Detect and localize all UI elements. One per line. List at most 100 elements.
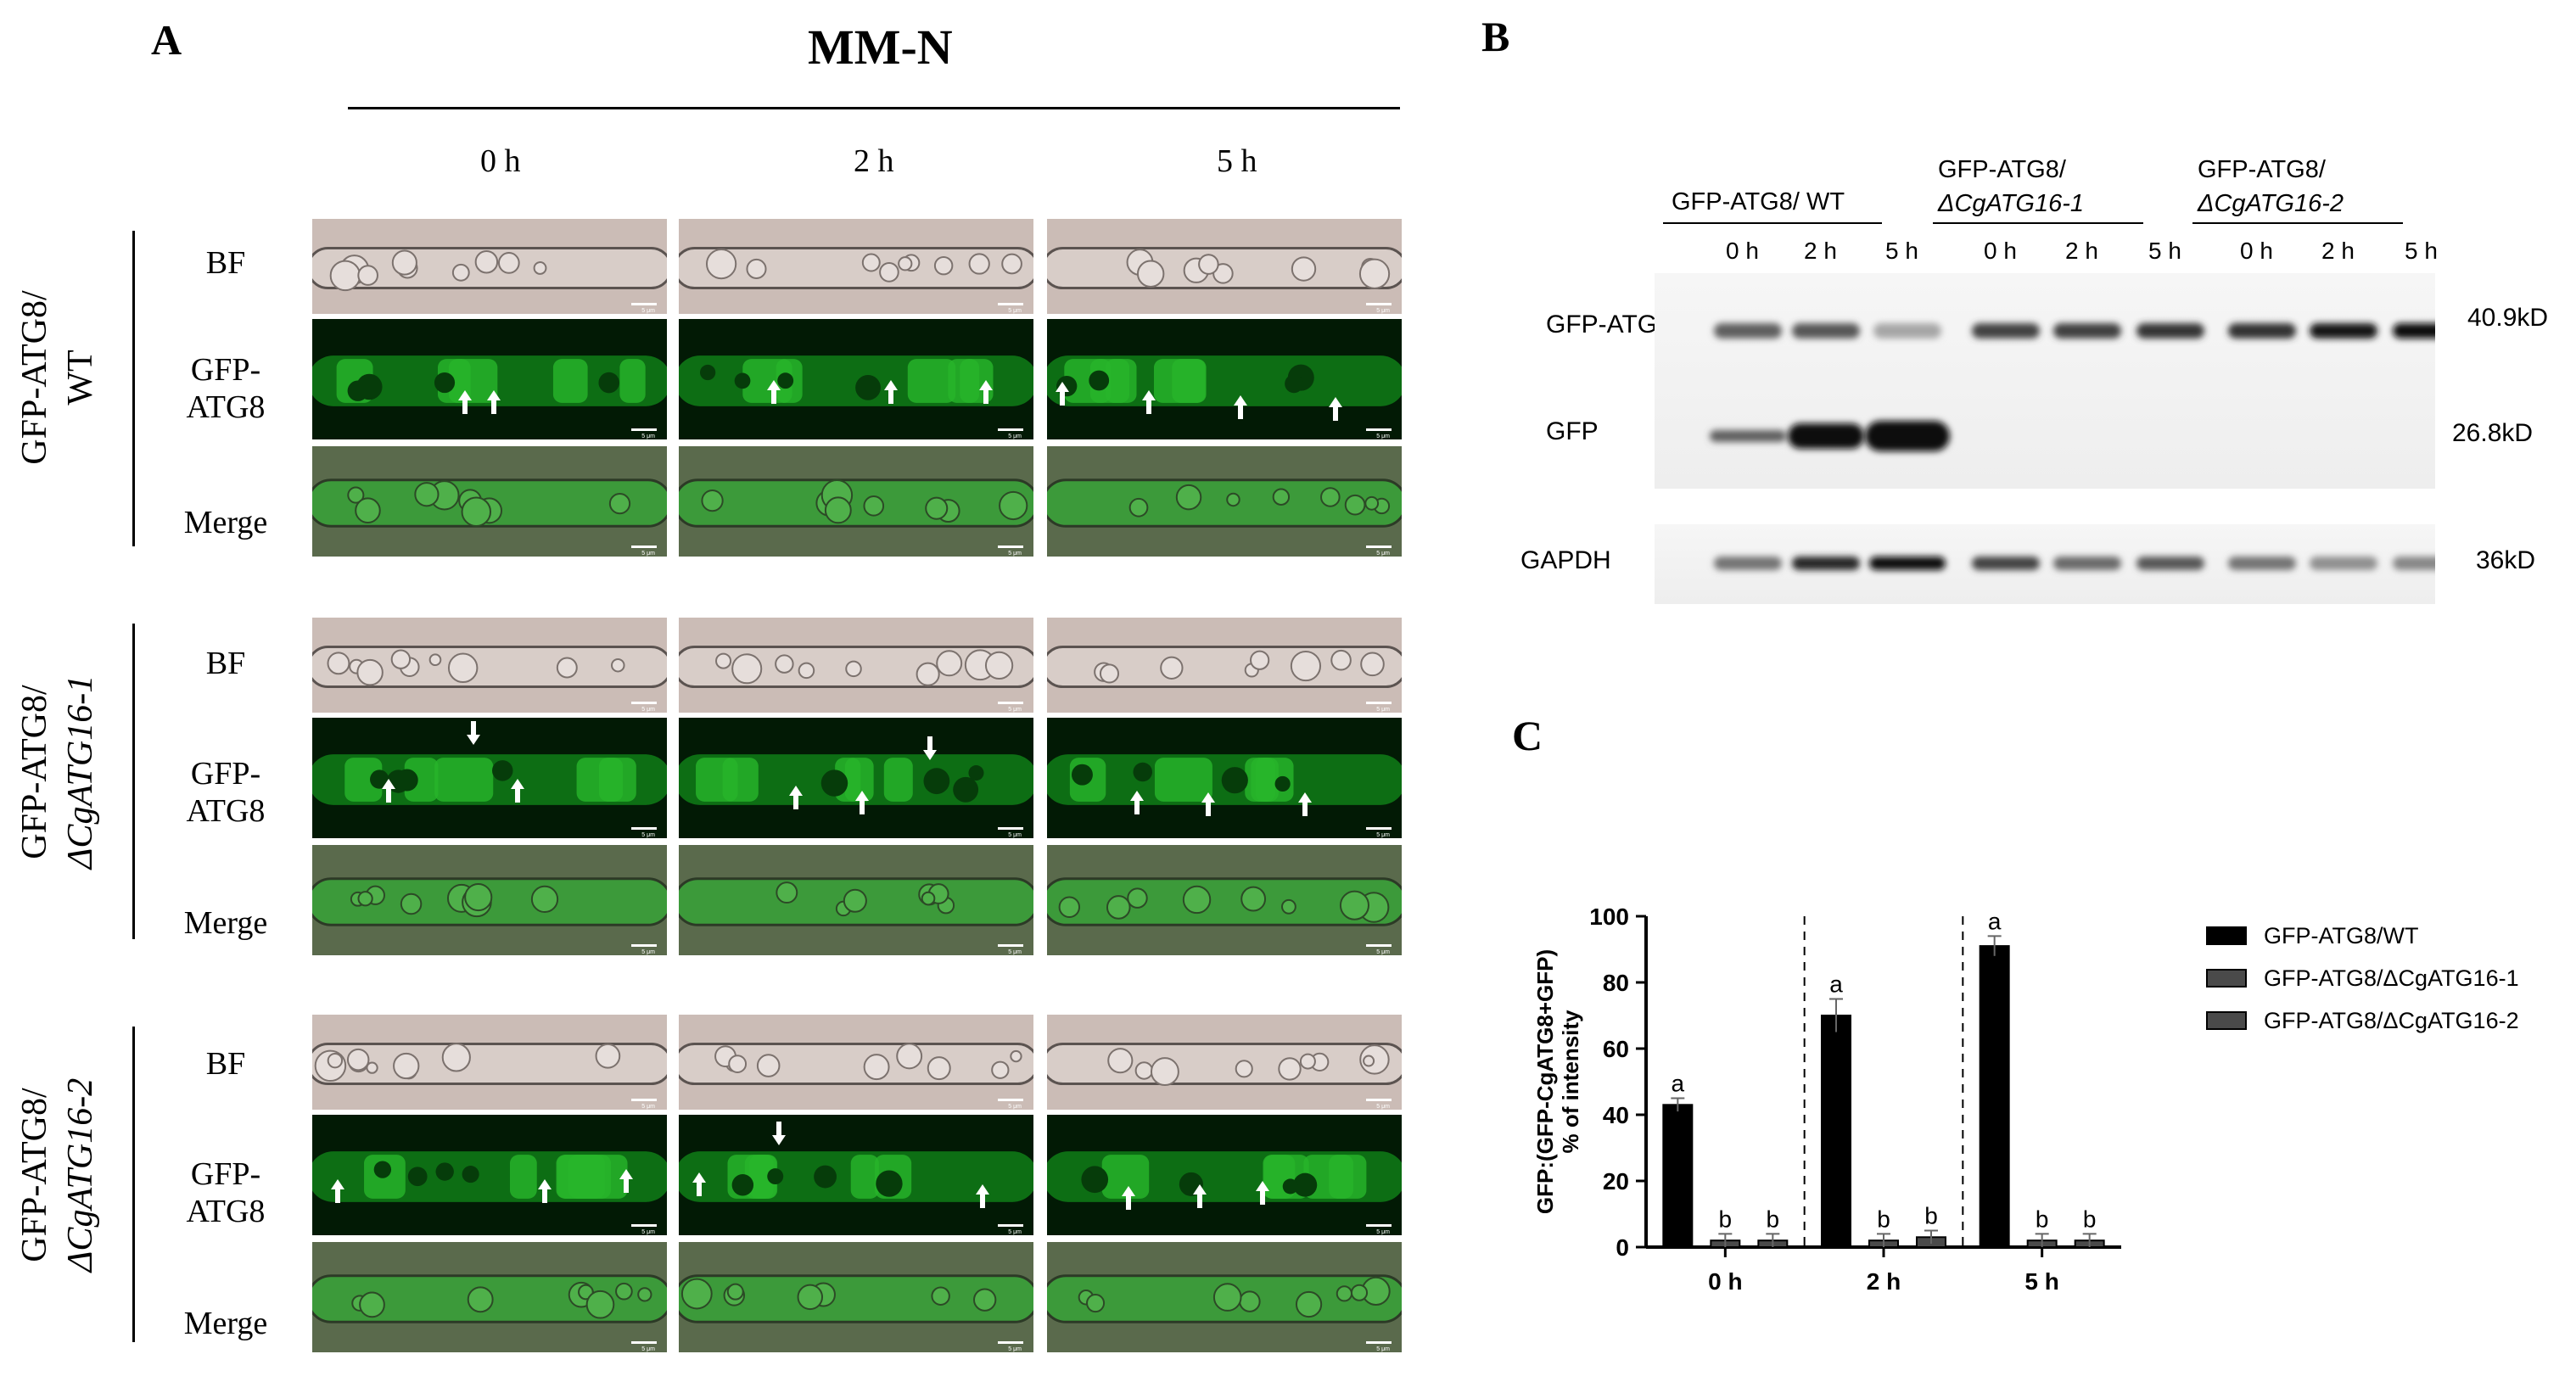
wb-lane-time: 5 h	[1885, 238, 1918, 264]
micrograph-gfp-tile: 5 μm	[679, 718, 1033, 838]
scale-bar	[631, 303, 657, 305]
arrow-up-icon	[382, 779, 395, 803]
arrow-up-icon	[1142, 390, 1156, 414]
group-label-atg16-2: GFP-ATG8/ΔCgATG16-2	[15, 1077, 100, 1273]
arrow-up-icon	[1130, 791, 1144, 814]
scale-bar	[998, 546, 1023, 548]
scale-bar-label: 5 μm	[1376, 949, 1390, 955]
legend-label: GFP-ATG8/ΔCgATG16-1	[2264, 965, 2519, 991]
row-label-bf: BF	[205, 646, 246, 681]
western-blot-image	[1655, 273, 2435, 604]
scale-bar	[1366, 546, 1392, 548]
scale-bar-label: 5 μm	[1008, 1229, 1022, 1235]
panel-a-letter: A	[151, 16, 182, 64]
legend-item: GFP-ATG8/ΔCgATG16-2	[2206, 999, 2519, 1042]
scale-bar	[631, 546, 657, 548]
wb-size-gapdh: 36kD	[2476, 546, 2536, 574]
scale-bar-label: 5 μm	[1376, 308, 1390, 314]
y-tick-label: 80	[1603, 970, 1629, 996]
scale-bar	[998, 303, 1023, 305]
significance-letter: a	[1988, 908, 2002, 934]
micrograph-merge-tile: 5 μm	[312, 1242, 667, 1352]
arrow-down-icon	[467, 721, 480, 745]
chart-root: 0 20 40 60 80 100 GFP:(GFP-CgATG8+GFP)% of int…	[1532, 904, 2121, 1295]
wb-size-gfp-atg8: 40.9kD	[2467, 304, 2549, 332]
scale-bar-label: 5 μm	[641, 551, 655, 557]
micrograph-gfp-tile: 5 μm	[679, 319, 1033, 439]
scale-bar	[1366, 702, 1392, 704]
legend-label: GFP-ATG8/WT	[2264, 922, 2419, 948]
micrograph-gfp-tile: 5 μm	[312, 718, 667, 838]
scale-bar	[631, 944, 657, 947]
micrograph-merge-tile: 5 μm	[312, 845, 667, 955]
significance-letter: b	[1767, 1206, 1780, 1232]
arrow-up-icon	[1329, 397, 1342, 421]
legend-swatch	[2206, 1011, 2247, 1030]
x-tick-label: 0 h	[1708, 1268, 1742, 1295]
bar	[1821, 1015, 1851, 1248]
time-label-0h: 0 h	[480, 143, 521, 179]
arrow-down-icon	[772, 1122, 786, 1145]
wb-lane-time: 0 h	[1726, 238, 1759, 264]
arrow-up-icon	[331, 1179, 344, 1203]
bar	[1662, 1104, 1694, 1248]
scale-bar-label: 5 μm	[1376, 1104, 1390, 1110]
row-label-bf: BF	[205, 245, 246, 281]
row-label-gfp: GFP- ATG8	[186, 756, 266, 829]
scale-bar	[631, 702, 657, 704]
arrow-up-icon	[1298, 792, 1312, 816]
significance-letter: b	[2036, 1206, 2049, 1232]
blot-membrane-gapdh	[1655, 524, 2435, 604]
scale-bar-label: 5 μm	[1376, 434, 1390, 439]
micrograph-bf-tile: 5 μm	[312, 618, 667, 713]
scale-bar	[998, 428, 1023, 431]
micrograph-bf-tile: 5 μm	[679, 1015, 1033, 1110]
arrow-up-icon	[767, 380, 781, 404]
condition-underline	[348, 107, 1400, 109]
micrograph-bf-tile: 5 μm	[679, 618, 1033, 713]
wb-bands	[1710, 323, 2435, 570]
legend-label: GFP-ATG8/ΔCgATG16-2	[2264, 1007, 2519, 1033]
arrow-up-icon	[855, 791, 869, 814]
arrow-up-icon	[1122, 1186, 1135, 1210]
wb-strain-atg16-2-underline	[2192, 222, 2403, 224]
wb-lane-time: 0 h	[1984, 238, 2017, 264]
micrograph-merge-tile: 5 μm	[1047, 845, 1402, 955]
micrograph-bf-tile: 5 μm	[1047, 1015, 1402, 1110]
x-tick-label: 5 h	[2024, 1268, 2058, 1295]
wb-lane-time: 2 h	[1804, 238, 1837, 264]
significance-letter: b	[1924, 1203, 1938, 1229]
scale-bar	[998, 944, 1023, 947]
micrograph-gfp-tile: 5 μm	[1047, 319, 1402, 439]
legend-item: GFP-ATG8/ΔCgATG16-1	[2206, 957, 2519, 999]
y-tick-label: 0	[1616, 1234, 1629, 1261]
significance-letter: a	[1829, 971, 1843, 998]
scale-bar-label: 5 μm	[641, 1346, 655, 1352]
arrow-up-icon	[979, 380, 993, 404]
arrow-up-icon	[1201, 792, 1215, 816]
scale-bar	[631, 1341, 657, 1344]
micrograph-merge-tile: 5 μm	[679, 446, 1033, 557]
scale-bar	[998, 1341, 1023, 1344]
scale-bar-label: 5 μm	[1008, 707, 1022, 713]
micrograph-gfp-tile: 5 μm	[312, 319, 667, 439]
arrow-down-icon	[923, 736, 937, 760]
wb-band-label-gapdh: GAPDH	[1520, 546, 1611, 574]
legend-item: GFP-ATG8/WT	[2206, 915, 2519, 957]
micrograph-bf-tile: 5 μm	[679, 219, 1033, 314]
time-label-2h: 2 h	[854, 143, 894, 179]
scale-bar	[998, 702, 1023, 704]
arrow-up-icon	[487, 390, 501, 414]
scale-bar-label: 5 μm	[641, 707, 655, 713]
legend-swatch	[2206, 926, 2247, 945]
wb-strain-atg16-2: GFP-ATG8/ΔCgATG16-2	[2198, 156, 2344, 217]
micrograph-bf-tile: 5 μm	[312, 219, 667, 314]
scale-bar	[1366, 303, 1392, 305]
scale-bar	[631, 1099, 657, 1101]
significance-letter: b	[1719, 1206, 1733, 1232]
panel-c-letter: C	[1512, 712, 1543, 759]
scale-bar-label: 5 μm	[1008, 551, 1022, 557]
scale-bar	[998, 1224, 1023, 1227]
y-tick-label: 40	[1603, 1102, 1629, 1128]
row-label-gfp: GFP- ATG8	[186, 1156, 266, 1229]
